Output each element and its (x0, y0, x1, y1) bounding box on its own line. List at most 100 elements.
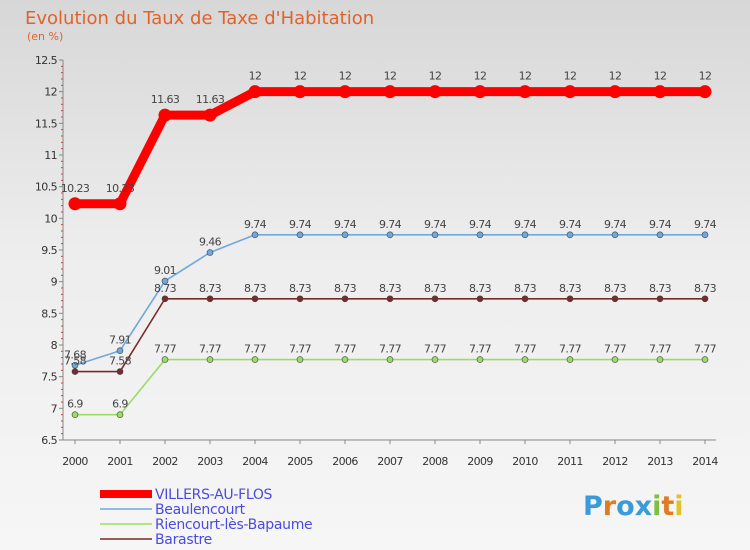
data-point (71, 361, 79, 369)
data-point (476, 356, 484, 363)
data-label: 7.77 (334, 343, 357, 356)
data-point (296, 356, 304, 363)
data-point (473, 85, 487, 99)
data-point (566, 295, 574, 303)
data-label: 8.73 (154, 282, 177, 295)
y-tick-label: 8 (51, 339, 58, 352)
data-label: 8.73 (424, 282, 447, 295)
data-label: 7.77 (604, 343, 627, 356)
data-label: 7.91 (109, 334, 131, 347)
data-label: 12 (564, 70, 577, 83)
data-point (698, 85, 712, 99)
data-point (203, 108, 217, 122)
data-label: 8.73 (649, 282, 672, 295)
data-point (341, 295, 349, 303)
chart-subtitle: (en %) (27, 30, 63, 43)
data-label: 9.74 (559, 218, 582, 231)
data-point (296, 231, 304, 239)
data-point (701, 231, 709, 239)
x-tick-label: 2009 (467, 455, 493, 468)
data-point (158, 108, 172, 122)
data-point (521, 295, 529, 303)
data-label: 8.73 (199, 282, 222, 295)
data-point (71, 368, 79, 375)
data-point (161, 277, 169, 285)
data-point (611, 295, 619, 303)
data-point (341, 231, 349, 239)
data-point (68, 197, 82, 211)
series-line-2 (74, 358, 706, 416)
series-line-0 (70, 87, 710, 209)
x-tick-label: 2005 (287, 455, 313, 468)
chart-title: Evolution du Taux de Taxe d'Habitation (25, 8, 374, 29)
data-label: 8.73 (379, 282, 402, 295)
data-label: 12 (294, 70, 307, 83)
y-tick-label: 11 (44, 149, 57, 162)
data-point (386, 295, 394, 303)
x-tick-label: 2000 (62, 455, 88, 468)
legend-label: Barastre (155, 532, 212, 548)
x-tick-label: 2003 (197, 455, 223, 468)
data-label: 8.73 (694, 282, 717, 295)
data-label: 12 (249, 70, 262, 83)
data-label: 7.77 (244, 343, 267, 356)
data-point (116, 411, 124, 418)
legend-label: Riencourt-lès-Bapaume (155, 517, 312, 533)
data-label: 6.9 (112, 398, 128, 411)
legend-label: VILLERS-AU-FLOS (155, 487, 273, 503)
data-point (206, 249, 214, 256)
logo-letter: o (616, 491, 635, 522)
data-label: 7.77 (289, 343, 312, 356)
data-point (431, 295, 439, 303)
data-label: 9.74 (244, 218, 267, 231)
data-point (431, 231, 439, 239)
data-point (386, 231, 394, 239)
data-point (71, 411, 79, 418)
proxiti-logo: Proxiti (583, 491, 684, 522)
data-point (161, 295, 169, 303)
x-tick-label: 2010 (512, 455, 538, 468)
x-tick-label: 2011 (557, 455, 583, 468)
data-label: 8.73 (289, 282, 312, 295)
data-label: 8.73 (604, 282, 627, 295)
x-tick-label: 2008 (422, 455, 448, 468)
y-tick-label: 6.5 (41, 434, 57, 447)
y-tick-label: 9 (51, 276, 58, 289)
data-label: 12 (654, 70, 667, 83)
data-label: 12 (339, 70, 352, 83)
data-label: 8.73 (244, 282, 267, 295)
data-label: 7.77 (154, 343, 177, 356)
data-point (476, 295, 484, 303)
data-point (521, 231, 529, 239)
data-point (116, 368, 124, 375)
data-label: 8.73 (559, 282, 582, 295)
data-label: 10.23 (106, 182, 135, 195)
data-label: 9.74 (334, 218, 357, 231)
data-label: 7.77 (559, 343, 582, 356)
data-label: 9.74 (694, 218, 717, 231)
data-point (161, 356, 169, 363)
data-label: 7.58 (64, 355, 87, 368)
y-tick-label: 9.5 (41, 244, 57, 257)
data-point (296, 295, 304, 303)
x-tick-label: 2006 (332, 455, 358, 468)
data-point (293, 85, 307, 99)
logo-letter: i (652, 491, 661, 522)
data-label: 7.68 (64, 348, 87, 361)
y-tick-label: 7.5 (41, 371, 57, 384)
data-label: 11.63 (196, 93, 225, 106)
data-label: 9.74 (379, 218, 402, 231)
y-tick-label: 7 (51, 402, 58, 415)
data-point (341, 356, 349, 363)
data-point (116, 347, 124, 355)
data-point (251, 295, 259, 303)
data-point (521, 356, 529, 363)
data-label: 10.23 (61, 182, 90, 195)
x-tick-label: 2014 (692, 455, 718, 468)
data-point (206, 356, 214, 363)
data-label: 12 (609, 70, 622, 83)
data-point (653, 85, 667, 99)
data-point (563, 85, 577, 99)
